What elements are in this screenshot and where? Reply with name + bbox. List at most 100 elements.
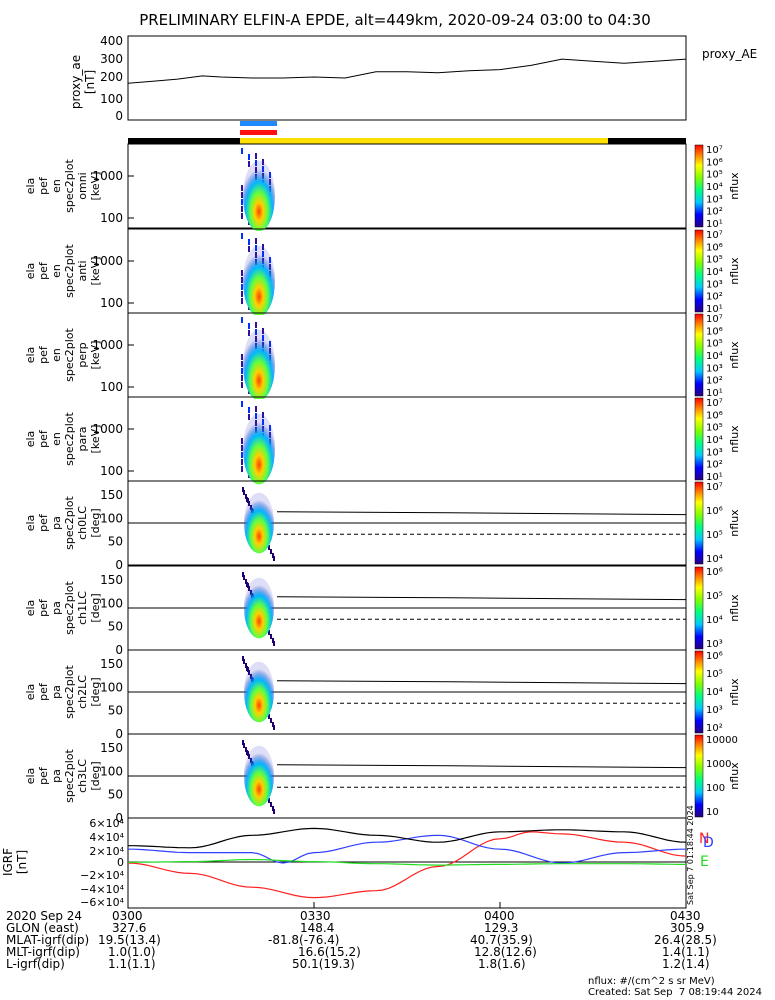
spectrum-ylabel: en (50, 348, 63, 362)
colorbar-label: nflux (728, 172, 741, 200)
footer-value: 16.6(15.2) (298, 945, 361, 959)
colorbar-tick: 10³ (706, 363, 723, 374)
igrf-tick: 0 (117, 856, 124, 869)
footer-value: 0300 (112, 909, 143, 923)
spectrum-ylabel: spec2plot (63, 244, 76, 298)
spectrum-flux-blob (243, 413, 275, 485)
spectrum-speckle (241, 233, 243, 239)
colorbar-tick: 10⁵ (706, 669, 723, 680)
status-bar-yellow (240, 138, 608, 144)
igrf-legend-e: E (700, 854, 709, 870)
colorbar-tick: 10⁷ (706, 230, 723, 241)
igrf-legend-d: D (703, 835, 714, 851)
pitch-tick: 150 (100, 488, 123, 502)
spectrum-speckle (241, 185, 243, 191)
pitch-tick: 50 (108, 788, 123, 802)
pitch-panel: ela pef pa spec2plot ch1LC [deg] 150 100 50 0 10⁶ 1… (24, 565, 741, 657)
footer-label: L-igrf(dip) (6, 957, 65, 971)
proxy-ae-legend: proxy_AE (702, 47, 757, 61)
colorbar-tick: 10⁶ (706, 567, 723, 578)
pitch-speckle (268, 630, 270, 635)
pitch-speckle (273, 725, 275, 730)
spectrum-ylabel: ela (24, 347, 37, 364)
spectrum-ylabel: spec2plot (63, 159, 76, 213)
igrf-tick: −2×10⁴ (80, 869, 124, 882)
proxy-ae-tick: 100 (100, 92, 123, 106)
colorbar-tick: 10¹ (706, 472, 723, 483)
spectrum-speckle (241, 375, 243, 381)
colorbar-tick: 10⁶ (706, 651, 723, 662)
spectrum-speckle (241, 298, 243, 304)
spectrum-speckle (241, 354, 243, 360)
spectrum-speckle (248, 154, 250, 160)
spectrum-speckle (241, 270, 243, 276)
footer-value: 50.1(19.3) (292, 957, 355, 971)
spectrum-frame (127, 312, 687, 398)
spectrum-ylabel: pef (37, 261, 50, 280)
footer-value: 1.1(1.1) (108, 957, 156, 971)
pitch-ylabel: pa (50, 769, 63, 783)
footer-value: 1.4(1.1) (662, 945, 710, 959)
footer-value: -81.8(-76.4) (268, 933, 340, 947)
spectrum-speckle (241, 148, 243, 154)
pitch-ylabel: ch2LC (76, 675, 89, 709)
energy-spectra-panels: ela pef en spec2plot omni [keV]100010010⁷10⁶1… (24, 143, 741, 485)
pitch-flux-blob (244, 745, 274, 807)
colorbar-tick: 10⁴ (706, 267, 723, 278)
colorbar-tick: 10⁷ (706, 314, 723, 325)
spectrum-ylabel: ela (24, 178, 37, 195)
colorbar-tick: 10³ (706, 279, 723, 290)
footer-row: MLT-igrf(dip) (6, 946, 80, 958)
colorbar-label: nflux (728, 341, 741, 369)
colorbar-tick: 10⁵ (706, 339, 723, 350)
spectrum-ylabel: para (76, 427, 89, 452)
pitch-tick: 100 (100, 511, 123, 525)
spectrum-ylabel: pef (37, 345, 50, 364)
colorbar-tick: 10⁵ (706, 255, 723, 266)
pitch-angle-panels: ela pef pa spec2plot ch0LC [deg]15010050010⁷1… (24, 480, 741, 825)
pitch-tick: 0 (115, 643, 123, 657)
pitch-speckle (243, 490, 245, 495)
pitch-ylabel: [deg] (89, 508, 102, 537)
pitch-speckle (246, 666, 248, 671)
colorbar-tick: 10⁶ (706, 410, 723, 421)
spectrum-speckle (248, 414, 250, 420)
status-bar-black-right (608, 138, 686, 144)
spectrum-speckle (241, 452, 243, 458)
spectrum-speckle (241, 459, 243, 465)
spectrum-ylabel: en (50, 432, 63, 446)
pitch-ylabel: spec2plot (63, 581, 76, 635)
spectrum-speckle (241, 466, 243, 472)
spectrum-ylabel: ela (24, 431, 37, 448)
spectrum-speckle (248, 246, 250, 252)
pitch-speckle (273, 641, 275, 646)
colorbar-label: nflux (728, 762, 741, 790)
pitch-speckle (246, 582, 248, 587)
pitch-tick: 100 (100, 596, 123, 610)
pitch-tick: 100 (100, 680, 123, 694)
colorbar-tick: 10⁵ (706, 423, 723, 434)
pitch-speckle (246, 750, 248, 755)
pitch-speckle (268, 714, 270, 719)
pitch-speckle (272, 638, 274, 643)
colorbar-label: nflux (728, 257, 741, 285)
spectrum-flux-blob (243, 329, 275, 401)
colorbar-label: nflux (728, 509, 741, 537)
pitch-speckle (245, 579, 247, 584)
pitch-tick: 50 (108, 535, 123, 549)
pitch-speckle (268, 545, 270, 550)
proxy-ae-ylabel-2: [nT] (83, 70, 97, 94)
proxy-ae-tick: 0 (115, 109, 123, 123)
colorbar-tick: 10⁶ (706, 326, 723, 337)
pitch-speckle (270, 634, 272, 639)
pitch-ylabel: pa (50, 516, 63, 530)
spectrum-speckle (241, 317, 243, 323)
igrf-tick: 4×10⁴ (89, 831, 124, 844)
colorbar-tick: 10² (706, 460, 723, 471)
spectrum-ylabel: pef (37, 176, 50, 195)
spectrum-speckle (241, 361, 243, 367)
pitch-speckle (268, 798, 270, 803)
